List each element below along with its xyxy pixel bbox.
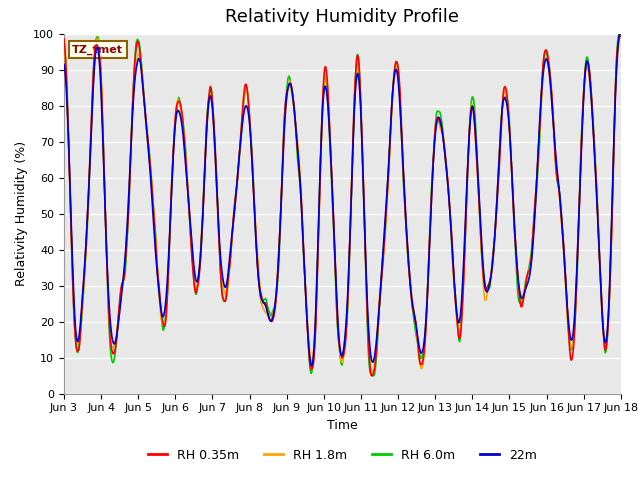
RH 1.8m xyxy=(127,132,135,138)
RH 6.0m xyxy=(367,372,375,378)
X-axis label: Time: Time xyxy=(327,419,358,432)
RH 6.0m xyxy=(214,194,221,200)
Title: Relativity Humidity Profile: Relativity Humidity Profile xyxy=(225,9,460,26)
RH 0.35m xyxy=(214,196,221,202)
RH 6.0m xyxy=(127,132,135,137)
RH 0.35m xyxy=(127,133,135,139)
RH 0.35m xyxy=(428,205,435,211)
RH 6.0m xyxy=(60,43,68,49)
Line: RH 1.8m: RH 1.8m xyxy=(64,34,621,373)
22m xyxy=(428,204,435,210)
22m xyxy=(70,300,78,305)
22m xyxy=(127,135,135,141)
RH 6.0m xyxy=(617,31,625,36)
Y-axis label: Relativity Humidity (%): Relativity Humidity (%) xyxy=(15,141,28,286)
Text: TZ_tmet: TZ_tmet xyxy=(72,44,124,55)
Line: RH 0.35m: RH 0.35m xyxy=(64,36,621,375)
RH 0.35m xyxy=(184,190,192,195)
RH 0.35m xyxy=(70,312,78,317)
RH 0.35m xyxy=(617,33,625,39)
22m xyxy=(184,190,192,196)
RH 1.8m xyxy=(60,43,68,48)
22m xyxy=(60,61,68,67)
RH 1.8m xyxy=(428,202,435,207)
22m xyxy=(411,314,419,320)
Legend: RH 0.35m, RH 1.8m, RH 6.0m, 22m: RH 0.35m, RH 1.8m, RH 6.0m, 22m xyxy=(143,444,541,467)
RH 6.0m xyxy=(428,195,435,201)
Line: RH 6.0m: RH 6.0m xyxy=(64,34,621,375)
RH 1.8m xyxy=(617,31,625,36)
22m xyxy=(214,197,221,203)
22m xyxy=(617,31,625,36)
RH 1.8m xyxy=(411,314,419,320)
RH 0.35m xyxy=(367,372,375,378)
RH 6.0m xyxy=(184,188,192,194)
22m xyxy=(616,31,624,36)
22m xyxy=(308,363,316,369)
RH 6.0m xyxy=(616,31,623,36)
RH 6.0m xyxy=(411,324,419,330)
RH 0.35m xyxy=(411,314,419,320)
RH 1.8m xyxy=(184,183,192,189)
RH 1.8m xyxy=(369,371,377,376)
RH 1.8m xyxy=(214,204,221,209)
Line: 22m: 22m xyxy=(64,34,621,366)
RH 0.35m xyxy=(60,36,68,42)
RH 6.0m xyxy=(70,313,78,319)
RH 1.8m xyxy=(70,315,78,321)
